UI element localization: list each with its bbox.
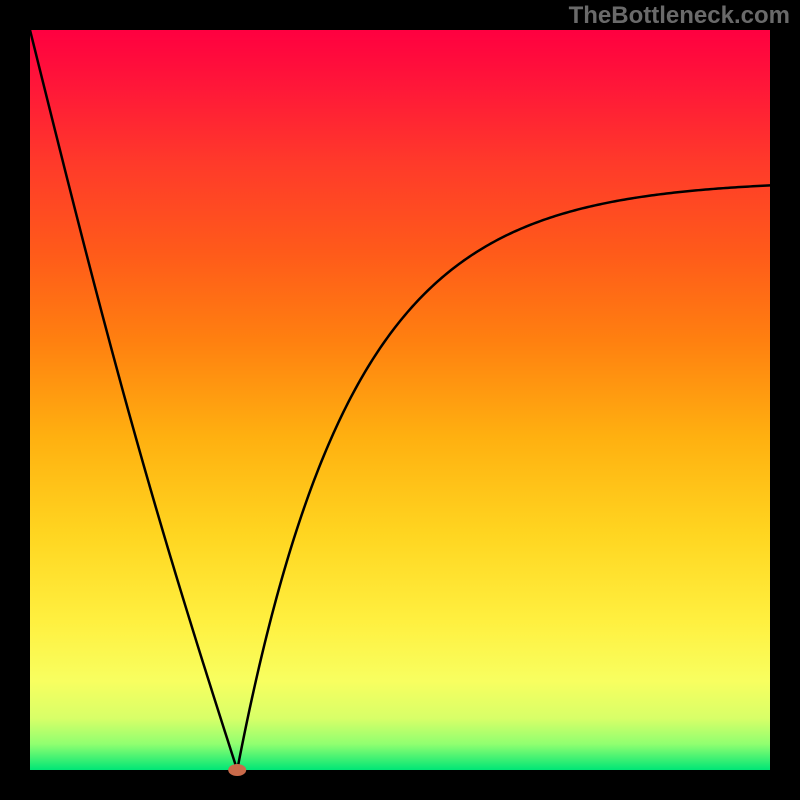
watermark-text: TheBottleneck.com [569,2,790,30]
chart-svg [0,0,800,800]
vertex-marker [228,764,246,776]
chart-stage: TheBottleneck.com [0,0,800,800]
plot-gradient-background [30,30,770,770]
